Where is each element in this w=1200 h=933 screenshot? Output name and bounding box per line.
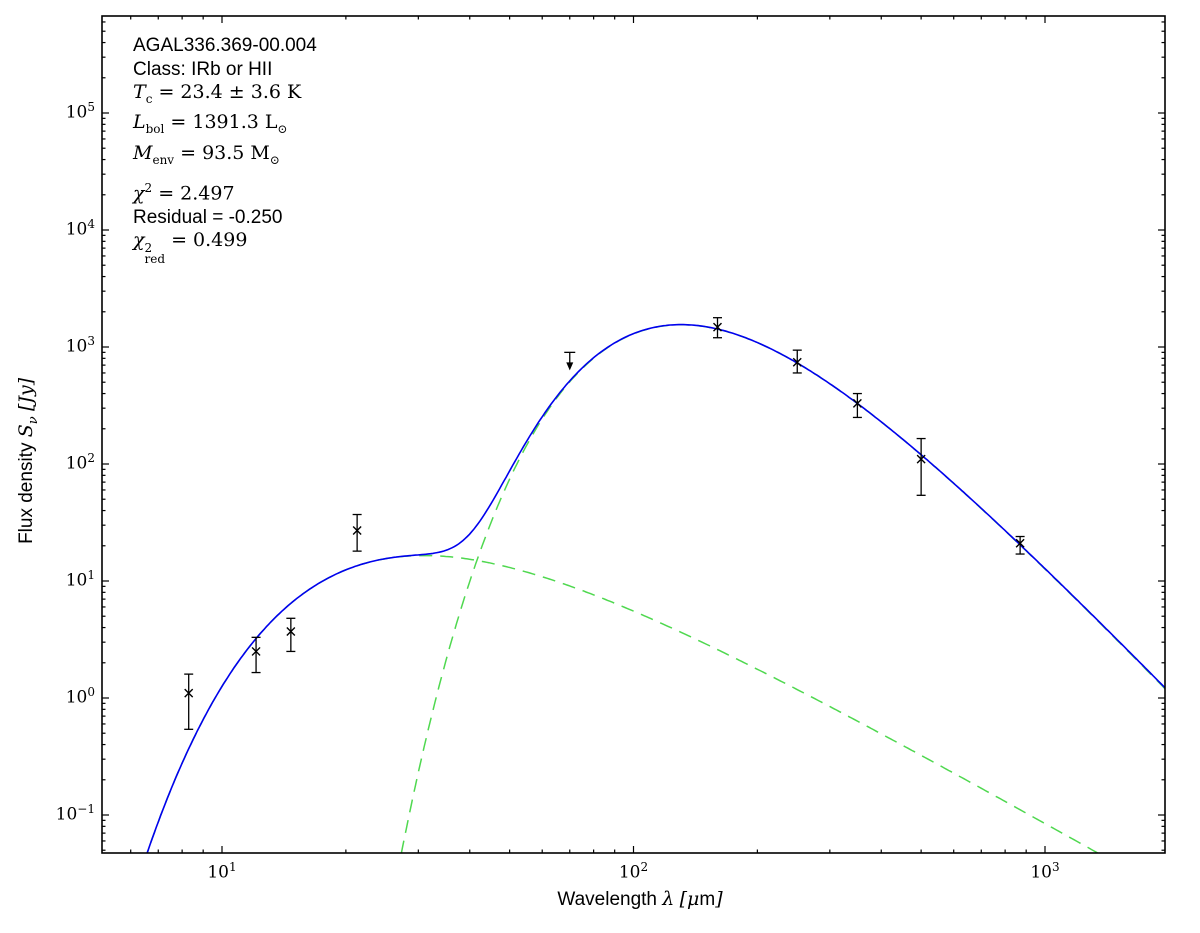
x-marker	[713, 322, 722, 332]
data-point	[286, 617, 296, 653]
y-tick-label: 10−1	[55, 802, 95, 825]
y-tick-label: 103	[65, 334, 95, 357]
data-point	[852, 392, 862, 419]
x-tick-label: 101	[207, 860, 237, 883]
x-marker	[286, 627, 296, 637]
x-marker	[916, 454, 926, 464]
x-axis-label: Wavelength λ [μm]	[557, 888, 723, 910]
data-point	[352, 513, 362, 552]
down-arrow-icon	[566, 362, 574, 371]
data-point	[792, 349, 802, 374]
annotation-line: χ2 = 2.497	[133, 180, 235, 205]
annotation-line: Tc = 23.4 ± 3.6 K	[133, 81, 302, 106]
fit-parameters-annotation: AGAL336.369-00.004 Class: IRb or HII Tc = …	[133, 34, 317, 265]
annotation-line: Residual = -0.250	[133, 206, 283, 228]
y-tick-label: 104	[65, 217, 95, 240]
y-tick-label: 102	[65, 451, 95, 474]
plot-frame	[101, 15, 1166, 854]
upper-limit-point	[564, 351, 576, 371]
x-marker	[792, 357, 802, 367]
x-marker	[352, 526, 362, 536]
model-component-curve-cold-dust-greybody	[400, 323, 1165, 853]
x-marker	[852, 398, 862, 408]
annotation-line: Menv = 93.5 M⊙	[133, 141, 280, 167]
x-marker	[251, 646, 261, 656]
data-point	[184, 673, 194, 730]
annotation-line: χ 2 red = 0.499	[133, 229, 248, 267]
x-tick-label: 103	[1030, 860, 1060, 883]
y-tick-label: 101	[65, 568, 95, 591]
data-point	[712, 317, 722, 339]
annotation-line: Lbol = 1391.3 L⊙	[133, 111, 288, 137]
annotation-line: Class: IRb or HII	[133, 58, 273, 80]
x-marker	[184, 688, 194, 698]
data-point	[251, 636, 261, 674]
data-point	[916, 437, 926, 496]
model-curves	[146, 323, 1165, 853]
annotation-line: AGAL336.369-00.004	[133, 35, 317, 56]
data-point	[1015, 535, 1025, 555]
model-total-curve	[146, 323, 1165, 853]
y-tick-label: 105	[65, 100, 95, 123]
data-points	[184, 317, 1025, 730]
x-tick-label: 102	[618, 860, 649, 883]
y-tick-label: 100	[65, 685, 95, 708]
x-marker	[1015, 538, 1025, 548]
